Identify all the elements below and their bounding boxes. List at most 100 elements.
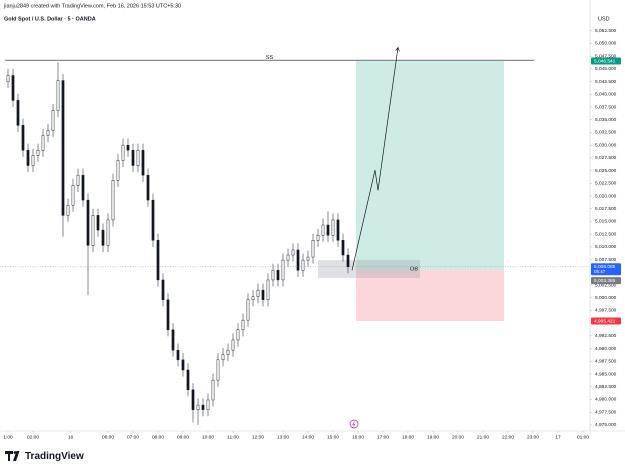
y-tick-label: 4,980.000 (595, 397, 617, 403)
x-tick-label: 01:00 (577, 434, 589, 440)
x-tick-label: 10:00 (202, 434, 214, 440)
x-tick-label: 06:00 (102, 434, 114, 440)
candle-body (131, 150, 135, 166)
y-tick-label: 4,985.000 (595, 371, 617, 377)
y-tick-label: 4,992.500 (595, 333, 617, 339)
candle-body (106, 219, 110, 246)
price-axis-panel (590, 0, 625, 431)
candle-body (186, 369, 190, 391)
candle-body (286, 254, 290, 261)
candle-body (26, 150, 30, 166)
projection-arrow (351, 47, 399, 271)
candle-body (226, 349, 230, 355)
candle-body (211, 379, 215, 401)
candle-body (196, 404, 200, 410)
candle-body (321, 224, 325, 236)
candle-body (161, 279, 165, 301)
credit: jianju2849 created with TradingView.com,… (3, 3, 181, 9)
candle-body (111, 180, 115, 221)
x-tick-label: 16:00 (352, 434, 364, 440)
candle-body (236, 329, 240, 341)
candle-body (151, 199, 155, 241)
event-icon[interactable] (349, 419, 359, 429)
candle-body (341, 240, 345, 256)
x-tick-label: 15:00 (327, 434, 339, 440)
candle-body (6, 75, 10, 82)
x-tick-label: 23:00 (527, 434, 539, 440)
axes: 4,975.000 4,977.500 4,980.000 4,982.500 4,98… (3, 28, 621, 440)
y-tick-label: 5,047.500 (595, 53, 617, 59)
y-tick-label: 5,017.500 (595, 206, 617, 212)
brand: TradingView (25, 451, 84, 462)
y-tick-label: 5,032.500 (595, 130, 617, 136)
candle-body (126, 144, 130, 151)
y-tick-label: 4,997.500 (595, 308, 617, 314)
candle-body (146, 174, 150, 201)
candle-body (136, 150, 140, 166)
candle-body (61, 80, 65, 216)
candle-body (316, 234, 320, 241)
candle-body (31, 155, 35, 166)
x-tick-label: 08:00 (152, 434, 164, 440)
candle-body (246, 299, 250, 321)
y-tick-label: 5,045.000 (595, 66, 617, 72)
price-tag-label: 5,003.369 (594, 278, 616, 284)
candle-body (216, 359, 220, 381)
stop-zone (356, 270, 504, 322)
candle-body (296, 249, 300, 271)
x-tick-label: 13:00 (277, 434, 289, 440)
y-tick-label: 5,000.000 (595, 295, 617, 301)
candle-body (221, 354, 225, 361)
candle-body (346, 254, 350, 267)
y-tick-label: 5,035.000 (595, 117, 617, 123)
price-tag (591, 57, 621, 65)
price-tag (591, 263, 621, 276)
price-tag-label: 4,995.421 (594, 318, 616, 324)
x-tick-label: 14:00 (302, 434, 314, 440)
candle-body (206, 399, 210, 410)
event-icon-bolt (352, 421, 356, 427)
candle-body (116, 160, 120, 181)
candle-body (251, 296, 255, 301)
currency: USD (598, 16, 610, 22)
candle-body (166, 299, 170, 331)
candle-body (96, 215, 100, 231)
candle-body (21, 125, 25, 151)
y-tick-label: 4,977.500 (595, 409, 617, 415)
candle-body (81, 174, 85, 201)
candle-body (331, 219, 335, 236)
candle-body (231, 339, 235, 351)
candle-body (201, 404, 205, 410)
x-tick-label: 11:00 (227, 434, 239, 440)
x-tick-label: 16 (68, 434, 74, 440)
y-tick-label: 5,022.500 (595, 181, 617, 187)
candle-body (311, 240, 315, 258)
y-tick-label: 5,015.000 (595, 219, 617, 225)
candle-body (326, 224, 330, 236)
y-tick-label: 4,975.000 (595, 422, 617, 428)
x-tick-label: 12:00 (252, 434, 264, 440)
candle-body (46, 130, 50, 136)
y-tick-label: 5,037.500 (595, 104, 617, 110)
candle-body (36, 150, 40, 156)
y-tick-label: 4,990.000 (595, 346, 617, 352)
y-tick-label: 5,030.000 (595, 142, 617, 148)
candle-body (71, 185, 75, 206)
y-tick-label: 5,050.000 (595, 41, 617, 47)
candle-body (121, 144, 125, 161)
candle-body (301, 259, 305, 271)
x-tick-label: 19:00 (427, 434, 439, 440)
y-tick-label: 5,042.500 (595, 79, 617, 85)
x-tick-label: 21:00 (477, 434, 489, 440)
x-tick-label: 18:00 (402, 434, 414, 440)
candle-body (266, 279, 270, 301)
y-tick-label: 4,982.500 (595, 384, 617, 390)
y-tick-label: 5,025.000 (595, 168, 617, 174)
x-tick-label: 07:00 (127, 434, 139, 440)
candle-body (181, 359, 185, 371)
candle-body (276, 270, 280, 281)
y-tick-label: 5,002.500 (595, 282, 617, 288)
candle-body (41, 135, 45, 151)
price-tag-label: 5,006.085 (594, 264, 616, 270)
